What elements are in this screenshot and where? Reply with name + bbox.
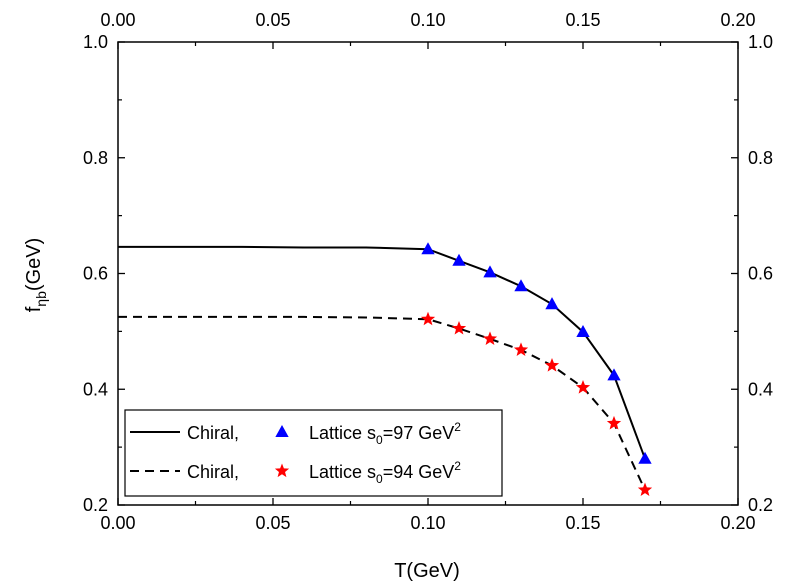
data-point — [575, 380, 591, 394]
data-point — [482, 331, 498, 345]
legend-entry: Chiral, Lattice s0=94 GeV2 — [130, 459, 461, 486]
x-top-tick-label: 0.15 — [565, 10, 600, 30]
data-point — [452, 253, 466, 266]
y-right-tick-label: 1.0 — [748, 32, 773, 52]
legend-marker-swatch — [274, 463, 290, 478]
y-right-tick-label: 0.6 — [748, 264, 773, 284]
legend-box — [124, 409, 503, 497]
y-tick-label: 0.4 — [83, 379, 108, 399]
data-point — [606, 415, 622, 430]
series-points-lattice_97 — [421, 242, 652, 464]
y-tick-label: 0.2 — [83, 495, 108, 515]
y-tick-label: 0.6 — [83, 264, 108, 284]
x-top-tick-label: 0.05 — [255, 10, 290, 30]
x-top-tick-label: 0.10 — [410, 10, 445, 30]
data-point — [451, 320, 467, 335]
x-axis-label: T(GeV) — [394, 560, 460, 582]
data-point — [514, 279, 528, 292]
x-tick-label: 0.00 — [100, 513, 135, 533]
data-point — [483, 265, 497, 278]
legend-entry: Chiral, Lattice s0=97 GeV2 — [130, 420, 461, 447]
legend-line-label: Chiral, — [187, 462, 239, 482]
y-axis-label: fηb(GeV) — [23, 238, 49, 313]
legend-marker-label: Lattice s0=94 GeV2 — [309, 459, 461, 486]
y-tick-label: 1.0 — [83, 32, 108, 52]
x-tick-label: 0.05 — [255, 513, 290, 533]
y-tick-label: 0.8 — [83, 148, 108, 168]
legend-marker-swatch — [275, 425, 289, 438]
x-tick-label: 0.15 — [565, 513, 600, 533]
data-point — [545, 297, 559, 310]
x-tick-label: 0.20 — [720, 513, 755, 533]
legend-line-label: Chiral, — [187, 423, 239, 443]
data-point — [421, 242, 435, 255]
legend-marker — [274, 463, 290, 478]
x-tick-label: 0.10 — [410, 513, 445, 533]
data-point — [576, 324, 590, 337]
x-top-tick-label: 0.00 — [100, 10, 135, 30]
data-point — [513, 342, 529, 356]
x-top-tick-label: 0.20 — [720, 10, 755, 30]
data-point — [420, 311, 436, 326]
plot-area — [118, 242, 653, 497]
legend-marker-label: Lattice s0=97 GeV2 — [309, 420, 461, 447]
series-points-lattice_94 — [420, 311, 653, 497]
data-point — [638, 451, 652, 464]
data-point — [544, 358, 560, 372]
legend: Chiral, Lattice s0=97 GeV2 Chiral, Latti… — [124, 409, 503, 497]
axes: 0.000.000.050.050.100.100.150.150.200.20… — [83, 10, 773, 533]
y-right-tick-label: 0.4 — [748, 379, 773, 399]
y-right-tick-label: 0.8 — [748, 148, 773, 168]
data-point — [607, 368, 621, 381]
data-point — [637, 482, 653, 497]
y-right-tick-label: 0.2 — [748, 495, 773, 515]
legend-marker — [275, 425, 289, 438]
